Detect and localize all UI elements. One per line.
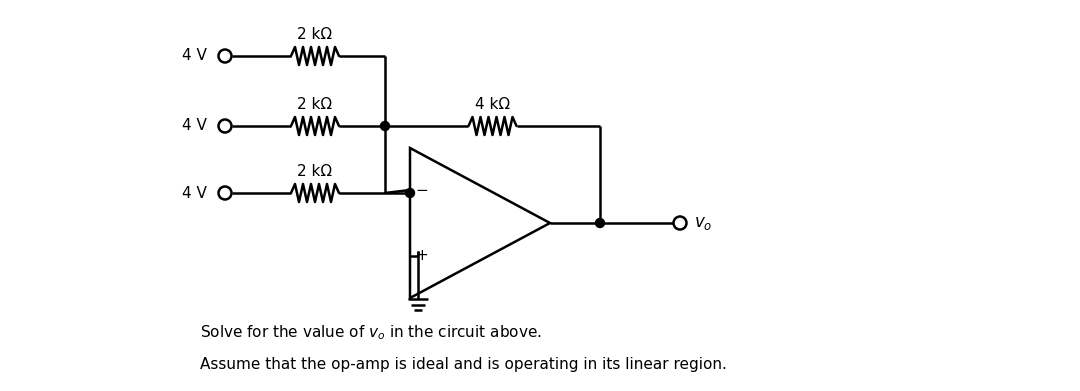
- Circle shape: [380, 122, 390, 131]
- Text: 2 kΩ: 2 kΩ: [297, 97, 333, 112]
- Text: 4 V: 4 V: [183, 118, 207, 133]
- Text: 2 kΩ: 2 kΩ: [297, 27, 333, 42]
- Text: Solve for the value of $v_o$ in the circuit above.: Solve for the value of $v_o$ in the circ…: [200, 324, 542, 343]
- Text: 2 kΩ: 2 kΩ: [297, 164, 333, 179]
- Circle shape: [674, 217, 687, 230]
- Text: 4 V: 4 V: [183, 48, 207, 63]
- Circle shape: [218, 50, 231, 63]
- Circle shape: [405, 188, 415, 197]
- Text: −: −: [416, 183, 429, 197]
- Text: 4 V: 4 V: [183, 185, 207, 201]
- Text: 4 kΩ: 4 kΩ: [475, 97, 510, 112]
- Text: Assume that the op-amp is ideal and is operating in its linear region.: Assume that the op-amp is ideal and is o…: [200, 357, 727, 373]
- Circle shape: [595, 219, 605, 228]
- Text: $v_o$: $v_o$: [694, 214, 713, 232]
- Text: +: +: [416, 249, 429, 264]
- Circle shape: [218, 187, 231, 199]
- Circle shape: [218, 120, 231, 133]
